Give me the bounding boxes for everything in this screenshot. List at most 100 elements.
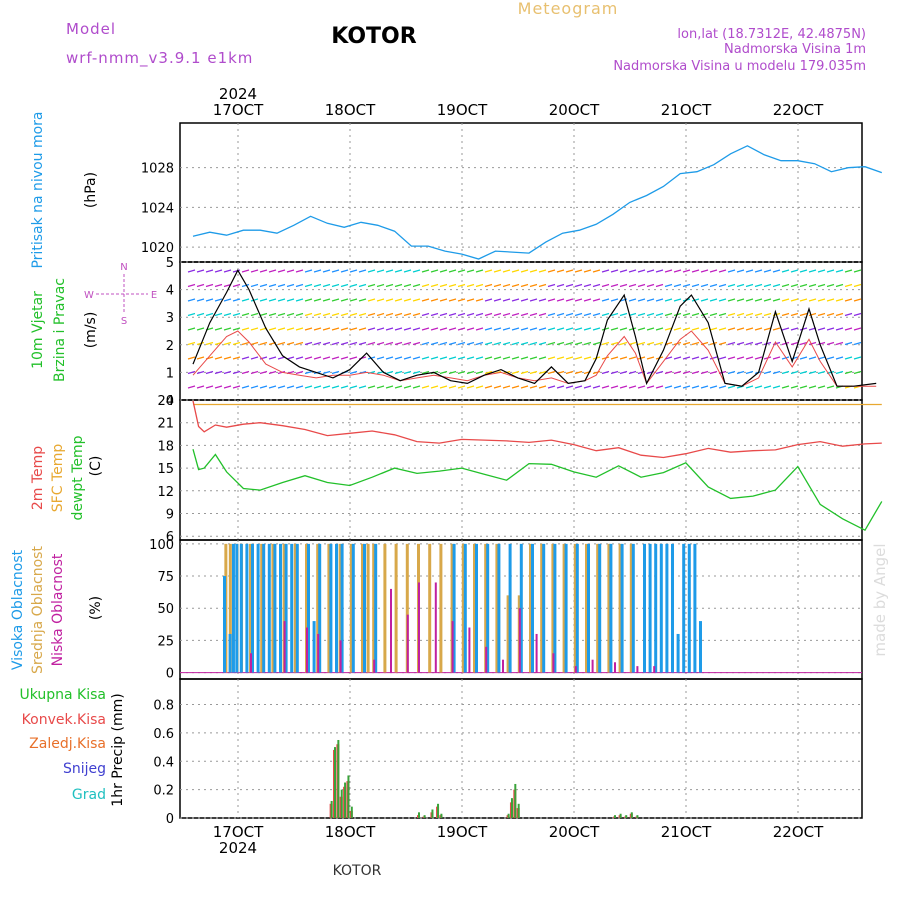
wind-barb bbox=[421, 341, 430, 346]
wind-barb bbox=[187, 327, 196, 331]
wind-barb bbox=[187, 298, 196, 302]
wind-barb bbox=[628, 269, 637, 273]
total-precip-bar bbox=[630, 812, 633, 818]
wind-barb bbox=[268, 269, 277, 273]
footer-station: KOTOR bbox=[333, 863, 382, 879]
mid-cloud-bar bbox=[551, 543, 555, 673]
wind-barb bbox=[529, 327, 538, 331]
low-cloud-bar bbox=[485, 646, 488, 673]
wind-barb bbox=[727, 370, 736, 375]
wind-barb bbox=[808, 356, 817, 360]
wind-barb bbox=[835, 356, 844, 360]
wind-barb bbox=[241, 269, 250, 273]
wind-barb bbox=[448, 312, 457, 317]
low-cloud-bar bbox=[636, 666, 639, 673]
wind-barb bbox=[736, 269, 745, 273]
model-name: wrf-nmm_v3.9.1 e1km bbox=[66, 49, 253, 68]
wind-barb bbox=[808, 385, 817, 389]
mid-cloud-bar bbox=[405, 543, 409, 673]
wind-barb bbox=[412, 327, 421, 331]
wind-barb bbox=[367, 312, 376, 317]
high-cloud-bar bbox=[340, 543, 344, 673]
wind-barb bbox=[502, 341, 511, 346]
wind-barb bbox=[349, 312, 358, 317]
wind-barb bbox=[340, 356, 349, 360]
wind-barb bbox=[844, 298, 853, 302]
wind-barb bbox=[763, 341, 772, 346]
high-cloud-bar bbox=[631, 543, 635, 673]
model-elevation-label: Nadmorska Visina u modelu 179.035m bbox=[613, 59, 866, 74]
wind-barb bbox=[457, 385, 466, 389]
wind-barb bbox=[259, 385, 268, 389]
wind-barb bbox=[709, 283, 718, 288]
wind-barb bbox=[520, 356, 529, 360]
wind-barb bbox=[790, 385, 799, 389]
mid-cloud-bar bbox=[495, 543, 499, 673]
wind-barb bbox=[241, 327, 250, 331]
wind-barb bbox=[655, 327, 664, 331]
top-tick-label: 22OCT bbox=[773, 101, 824, 119]
wind-barb bbox=[430, 283, 439, 288]
wind-barb bbox=[268, 312, 277, 317]
wind-barb bbox=[619, 269, 628, 273]
wind-barb bbox=[556, 341, 565, 346]
wind-barb bbox=[754, 356, 763, 360]
wind-barb bbox=[493, 341, 502, 346]
wind-barb bbox=[538, 312, 547, 317]
wind-barb bbox=[592, 269, 601, 273]
ytick-label: 75 bbox=[157, 570, 174, 585]
wind-barb bbox=[628, 283, 637, 288]
wind-barb bbox=[232, 341, 241, 346]
wind-barb bbox=[394, 356, 403, 360]
wind-barb bbox=[745, 312, 754, 317]
wind-barb bbox=[853, 327, 862, 331]
wind-barb bbox=[637, 385, 646, 389]
wind-barb bbox=[610, 269, 619, 273]
mid-cloud-bar bbox=[585, 543, 588, 673]
high-cloud-bar bbox=[519, 543, 523, 673]
wind-barb bbox=[655, 341, 664, 346]
wind-barb bbox=[529, 356, 538, 360]
wind-barb bbox=[187, 341, 196, 346]
high-cloud-bar bbox=[318, 543, 322, 673]
wind-barb bbox=[664, 312, 673, 317]
wind-barb bbox=[511, 298, 520, 302]
wind-barb bbox=[187, 385, 196, 389]
wind-barb bbox=[565, 385, 574, 389]
wind-barb bbox=[502, 298, 511, 302]
wind-barb bbox=[214, 312, 223, 317]
ytick-label: 25 bbox=[157, 634, 174, 649]
ytick-label: 0.6 bbox=[153, 727, 174, 742]
wind-barb bbox=[736, 312, 745, 317]
wind-barb bbox=[385, 298, 394, 302]
high-cloud-bar bbox=[235, 543, 239, 673]
wind-barb bbox=[232, 385, 241, 389]
wind-barb bbox=[799, 312, 808, 317]
wind-barb bbox=[196, 327, 205, 331]
wind-barb bbox=[556, 298, 565, 302]
ytick-label: 1 bbox=[166, 366, 174, 381]
wind-barb bbox=[331, 385, 340, 389]
wind-barb bbox=[646, 385, 655, 389]
wind-barb bbox=[205, 341, 214, 346]
temp2m-ylabel: 2m Temp bbox=[30, 446, 46, 510]
high-cloud-bar bbox=[665, 543, 669, 673]
high-cloud-bar bbox=[659, 543, 663, 673]
wind-barb bbox=[394, 327, 403, 331]
temp2m-line bbox=[192, 400, 882, 459]
wind-barb bbox=[835, 327, 844, 331]
mid-cloud-bar bbox=[450, 543, 454, 673]
wind-barb bbox=[214, 356, 223, 360]
wind-barb bbox=[817, 269, 826, 273]
wind-barb bbox=[520, 312, 529, 317]
mid-cloud-bar bbox=[260, 543, 264, 673]
ytick-label: 50 bbox=[157, 602, 174, 617]
wind-barb bbox=[502, 269, 511, 273]
wind-barb bbox=[601, 341, 610, 346]
wind-barb bbox=[331, 298, 340, 302]
wind-barb bbox=[655, 269, 664, 273]
wind-barb bbox=[277, 298, 286, 302]
wind-barb bbox=[826, 283, 835, 288]
ytick-label: 15 bbox=[157, 462, 174, 477]
high-cloud-bar bbox=[671, 543, 674, 673]
